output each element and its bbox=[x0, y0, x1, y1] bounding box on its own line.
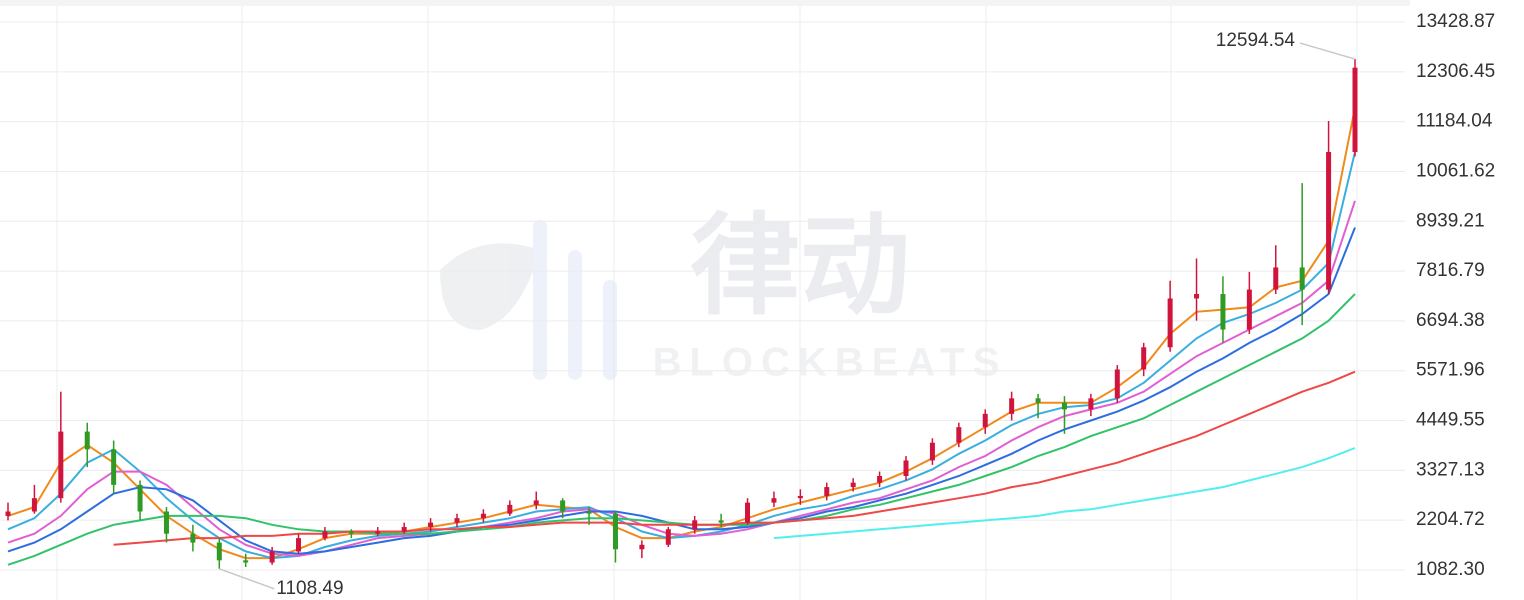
ma-line bbox=[7, 293, 1356, 566]
max-annotation: 12594.54 bbox=[1216, 30, 1296, 51]
candle-body bbox=[269, 551, 275, 563]
candle-body bbox=[560, 500, 566, 512]
candle-body bbox=[111, 449, 117, 485]
candle-body bbox=[1299, 267, 1305, 290]
watermark-bar bbox=[568, 250, 582, 380]
watermark-logo bbox=[440, 243, 540, 330]
candle-body bbox=[348, 531, 354, 534]
y-tick-label: 7816.79 bbox=[1416, 260, 1485, 281]
candle-body bbox=[850, 482, 856, 488]
watermark-subtext: BLOCKBEATS bbox=[653, 341, 1008, 385]
candle-body bbox=[1061, 402, 1067, 410]
candle-body bbox=[612, 513, 618, 550]
y-axis: 13428.87 12306.45 11184.04 10061.62 8939.21 7… bbox=[1416, 11, 1495, 580]
candle-body bbox=[586, 511, 592, 514]
candle-body bbox=[454, 518, 460, 523]
candle-body bbox=[718, 520, 724, 523]
watermark: 律动 BLOCKBEATS bbox=[440, 205, 1008, 385]
candle-body bbox=[296, 538, 302, 552]
candle-body bbox=[31, 498, 37, 512]
ma-line bbox=[773, 447, 1356, 540]
y-tick-label: 13428.87 bbox=[1416, 11, 1495, 32]
candles bbox=[5, 59, 1358, 569]
ma-lines bbox=[7, 107, 1356, 566]
candle-body bbox=[1141, 347, 1147, 370]
candle-body bbox=[929, 442, 935, 461]
candle-body bbox=[824, 487, 830, 496]
watermark-bar bbox=[603, 280, 617, 380]
y-tick-label: 11184.04 bbox=[1416, 111, 1493, 132]
candle-body bbox=[1273, 267, 1279, 290]
min-annotation: 1108.49 bbox=[276, 578, 343, 599]
candle-body bbox=[243, 560, 249, 563]
candle-body bbox=[1246, 289, 1252, 330]
y-tick-label: 6694.38 bbox=[1416, 310, 1485, 331]
candle-body bbox=[1167, 298, 1173, 348]
candle-body bbox=[877, 475, 883, 483]
candle-body bbox=[665, 529, 671, 545]
watermark-bar bbox=[533, 220, 547, 380]
candle-body bbox=[692, 520, 698, 530]
ma-line bbox=[7, 151, 1356, 560]
candle-body bbox=[216, 542, 222, 561]
candle-body bbox=[507, 504, 513, 514]
watermark-text: 律动 bbox=[690, 205, 910, 328]
candle-body bbox=[480, 513, 486, 519]
candle-body bbox=[1114, 369, 1120, 399]
candle-body bbox=[1088, 398, 1094, 410]
candle-body bbox=[745, 502, 751, 523]
annotation-leader bbox=[219, 568, 275, 590]
candle-body bbox=[1220, 294, 1226, 330]
candle-body bbox=[639, 544, 645, 550]
candle-body bbox=[163, 511, 169, 534]
top-strip bbox=[0, 0, 1410, 6]
annotations: 12594.54 1108.49 bbox=[219, 30, 1356, 599]
y-tick-label: 2204.72 bbox=[1416, 509, 1485, 530]
candle-body bbox=[137, 484, 143, 512]
candle-body bbox=[84, 431, 90, 450]
candle-body bbox=[322, 531, 328, 539]
candle-body bbox=[58, 431, 64, 499]
ma-line bbox=[7, 227, 1356, 555]
y-tick-label: 5571.96 bbox=[1416, 360, 1485, 381]
candle-body bbox=[401, 527, 407, 532]
annotation-leader bbox=[1299, 42, 1356, 60]
candle-body bbox=[1009, 398, 1015, 414]
candle-body bbox=[1326, 152, 1332, 290]
y-tick-label: 1082.30 bbox=[1416, 559, 1485, 580]
candle-body bbox=[533, 500, 539, 505]
candle-body bbox=[1035, 398, 1041, 403]
ma-line bbox=[113, 370, 1356, 546]
candle-body bbox=[5, 511, 11, 516]
candle-body bbox=[1352, 67, 1358, 153]
candle-body bbox=[956, 427, 962, 443]
candle-body bbox=[1194, 294, 1200, 299]
candle-body bbox=[771, 498, 777, 503]
candle-body bbox=[428, 522, 434, 528]
y-tick-label: 12306.45 bbox=[1416, 61, 1495, 82]
y-tick-label: 3327.13 bbox=[1416, 459, 1485, 480]
y-tick-label: 4449.55 bbox=[1416, 410, 1485, 431]
candle-body bbox=[797, 495, 803, 499]
candle-body bbox=[903, 460, 909, 476]
y-tick-label: 10061.62 bbox=[1416, 160, 1495, 181]
y-tick-label: 8939.21 bbox=[1416, 210, 1485, 231]
candle-body bbox=[375, 531, 381, 534]
candle-body bbox=[190, 533, 196, 543]
candle-body bbox=[982, 413, 988, 428]
